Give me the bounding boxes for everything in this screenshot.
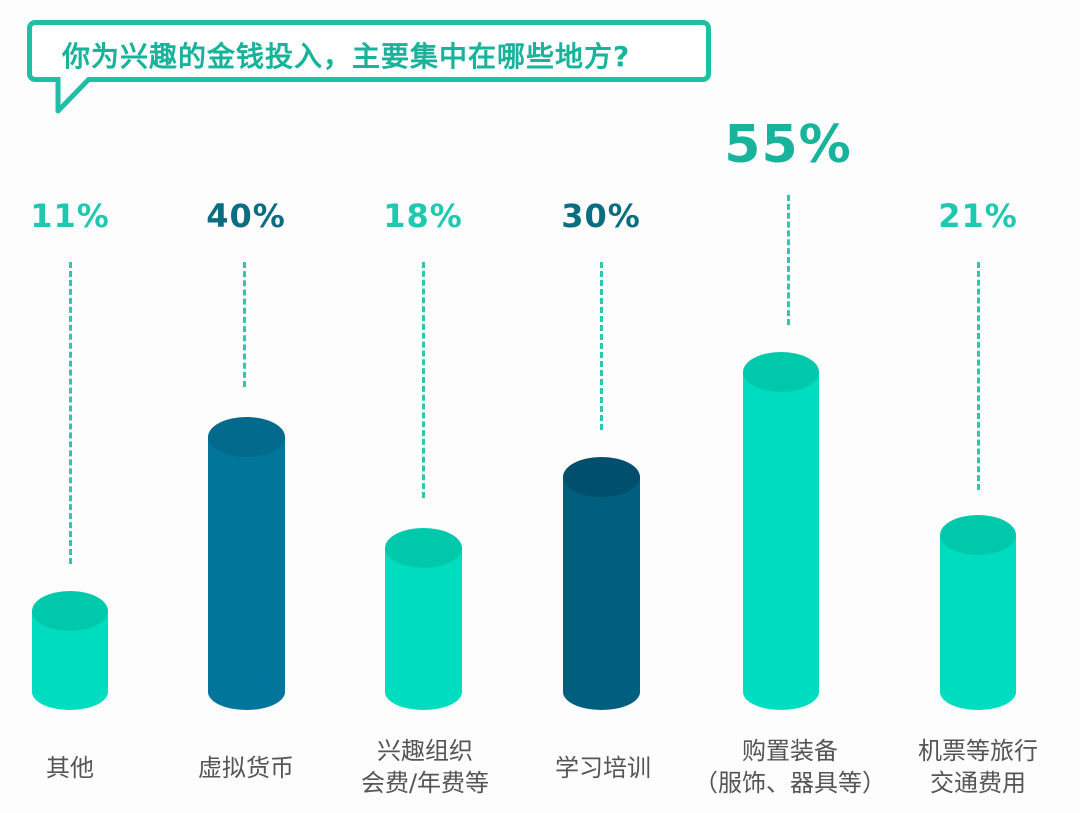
category-label-2: 兴趣组织 会费/年费等	[360, 737, 490, 797]
value-label-3: 30%	[561, 197, 641, 235]
bar-2	[385, 528, 462, 710]
value-label-4: 55%	[724, 115, 852, 175]
leader-line-1	[243, 262, 246, 387]
chart-title: 你为兴趣的金钱投入，主要集中在哪些地方?	[62, 40, 631, 73]
bar-4	[743, 352, 819, 710]
leader-line-0	[69, 262, 72, 564]
value-label-1: 40%	[206, 197, 286, 235]
leader-line-5	[977, 262, 980, 490]
title-bubble: 你为兴趣的金钱投入，主要集中在哪些地方?	[27, 20, 711, 82]
category-label-1: 虚拟货币	[198, 754, 294, 782]
bar-1	[208, 417, 285, 710]
category-label-0: 其他	[46, 754, 94, 782]
bar-3	[563, 457, 640, 710]
value-label-5: 21%	[938, 197, 1018, 235]
speech-bubble-tail-icon	[55, 77, 93, 114]
bar-0	[32, 591, 108, 710]
leader-line-3	[600, 262, 603, 430]
category-label-5: 机票等旅行 交通费用	[918, 737, 1038, 797]
leader-line-2	[422, 262, 425, 498]
category-label-3: 学习培训	[555, 754, 651, 782]
leader-line-4	[787, 195, 790, 325]
bar-5	[940, 515, 1016, 710]
value-label-0: 11%	[30, 197, 110, 235]
category-label-4: 购置装备 （服饰、器具等）	[694, 737, 886, 797]
value-label-2: 18%	[383, 197, 463, 235]
